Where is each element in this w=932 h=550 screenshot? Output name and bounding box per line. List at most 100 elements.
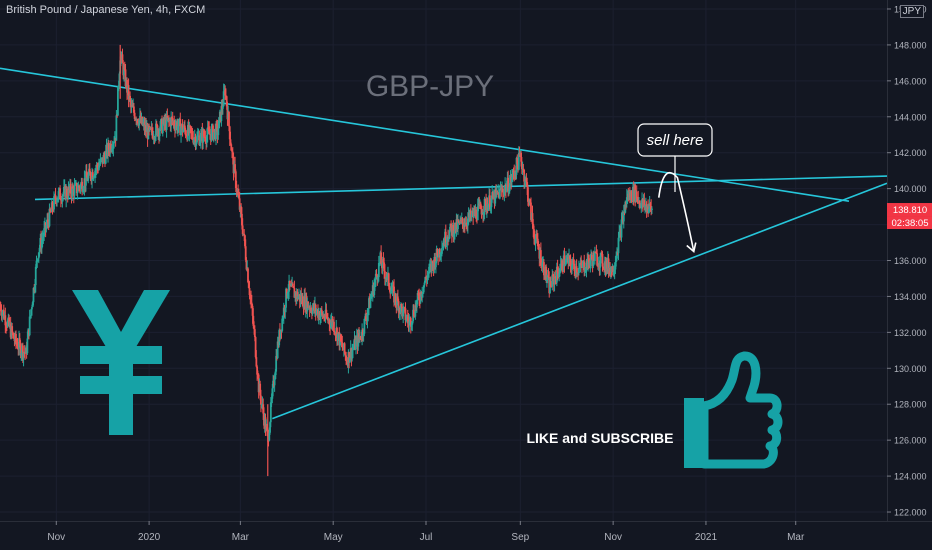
candle-body xyxy=(466,218,469,226)
candle-body xyxy=(537,246,540,250)
candle-body xyxy=(38,247,41,253)
candle-body xyxy=(374,273,377,280)
candle-body xyxy=(32,287,35,303)
candle-body xyxy=(380,252,383,264)
candle-body xyxy=(133,112,136,120)
candle-body xyxy=(155,123,158,126)
candle-body xyxy=(152,133,154,139)
candle-body xyxy=(224,90,227,96)
candle-body xyxy=(131,104,134,108)
candle-body xyxy=(297,296,300,299)
candle-body xyxy=(517,152,520,170)
currency-tag[interactable]: JPY xyxy=(899,5,924,18)
candle-body xyxy=(578,267,581,269)
candle-body xyxy=(241,225,244,235)
candle-body xyxy=(554,276,557,279)
candle-body xyxy=(215,123,217,140)
candle-body xyxy=(622,211,625,222)
candle-body xyxy=(462,222,465,228)
candle-body xyxy=(507,177,510,193)
candle-body xyxy=(648,203,651,209)
candle-body xyxy=(66,188,68,196)
candle-body xyxy=(147,125,150,140)
candle-body xyxy=(371,294,373,297)
candle-body xyxy=(183,125,186,130)
candle-body xyxy=(4,315,7,326)
candle-body xyxy=(111,148,114,150)
candle-body xyxy=(496,190,499,193)
candle-body xyxy=(351,350,354,359)
candle-body xyxy=(477,203,480,207)
x-tick-label: 2021 xyxy=(695,532,718,543)
candle-body xyxy=(479,203,482,210)
price-axis[interactable]: 150.000148.000146.000144.000142.000140.0… xyxy=(887,0,932,550)
candle-body xyxy=(234,164,236,172)
candle-body xyxy=(244,246,247,260)
candle-body xyxy=(29,315,32,317)
y-tick-label: 124.000 xyxy=(894,472,927,482)
candle-body xyxy=(181,124,184,133)
candle-body xyxy=(323,315,325,319)
y-tick-label: 134.000 xyxy=(894,292,927,302)
candle-body xyxy=(16,343,19,349)
candle-body xyxy=(228,112,230,127)
candle-body xyxy=(72,186,74,189)
x-tick-label: Sep xyxy=(511,532,529,543)
candle-body xyxy=(406,316,409,321)
candle-body xyxy=(412,309,415,316)
candle-body xyxy=(649,203,652,206)
candle-body xyxy=(638,200,641,205)
candle-body xyxy=(115,115,118,141)
candle-body xyxy=(253,325,255,330)
forecast-arrowhead xyxy=(686,242,697,253)
candle-body xyxy=(469,210,472,217)
candle-body xyxy=(448,230,451,239)
candle-body xyxy=(378,262,381,264)
candle-body xyxy=(444,231,447,244)
candle-body xyxy=(643,199,646,208)
candle-body xyxy=(171,117,173,119)
candle-body xyxy=(255,357,258,367)
candle-body xyxy=(616,252,618,259)
candle-body xyxy=(51,202,54,210)
candle-body xyxy=(362,333,365,336)
candle-body xyxy=(390,290,392,294)
candle-body xyxy=(617,237,620,254)
candle-body xyxy=(476,206,479,221)
candle-body xyxy=(166,115,169,120)
candle-body xyxy=(416,293,419,301)
candle-body xyxy=(527,187,529,202)
candle-body xyxy=(253,329,256,338)
candle-body xyxy=(549,281,552,287)
candle-body xyxy=(179,119,182,136)
candle-body xyxy=(405,319,408,321)
candle-body xyxy=(545,266,548,281)
candle-body xyxy=(285,288,288,298)
candle-body xyxy=(564,264,567,266)
candle-body xyxy=(225,96,228,107)
trendlines[interactable] xyxy=(0,67,888,420)
candle-body xyxy=(447,238,450,240)
candle-body xyxy=(498,188,501,199)
candle-body xyxy=(273,379,276,386)
candle-body xyxy=(97,165,100,170)
candle-body xyxy=(217,128,220,136)
candle-body xyxy=(422,285,425,293)
candle-body xyxy=(87,174,90,181)
candle-body xyxy=(85,171,87,186)
candle-body xyxy=(613,271,615,276)
candle-body xyxy=(19,342,22,356)
candle-body xyxy=(590,254,593,260)
last-price-badge: 138.810 02:38:05 xyxy=(887,203,932,230)
candle-body xyxy=(387,273,390,287)
candle-body xyxy=(459,219,462,224)
candle-body xyxy=(505,185,508,192)
candle-body xyxy=(487,204,490,211)
candle-body xyxy=(12,333,15,339)
candle-body xyxy=(167,117,170,121)
candle-body xyxy=(74,183,77,186)
candle-body xyxy=(209,133,211,135)
candle-body xyxy=(249,295,252,297)
time-axis[interactable]: Nov 2020 Mar May Jul Sep Nov 2021 Mar xyxy=(0,521,932,543)
